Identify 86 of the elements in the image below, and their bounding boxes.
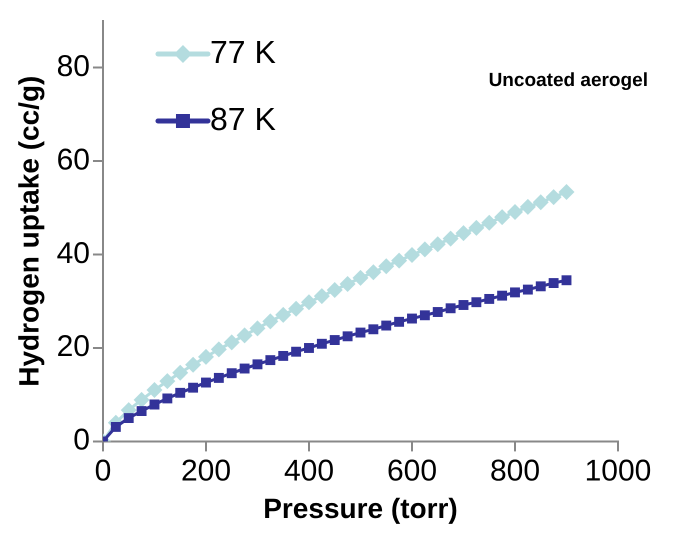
point xyxy=(378,258,394,274)
y-tick-label: 60 xyxy=(56,143,90,176)
y-tick-label: 20 xyxy=(56,330,90,364)
point xyxy=(110,422,121,432)
point xyxy=(407,314,417,324)
point xyxy=(484,294,494,304)
point xyxy=(420,310,430,320)
point xyxy=(224,334,240,350)
point xyxy=(497,290,508,301)
point xyxy=(175,388,186,398)
point xyxy=(494,209,510,226)
point xyxy=(510,287,520,298)
point xyxy=(236,327,253,344)
point xyxy=(368,324,378,334)
x-axis-title: Pressure (torr) xyxy=(263,492,458,524)
point xyxy=(188,382,198,393)
point xyxy=(265,355,276,366)
point xyxy=(522,284,533,295)
point xyxy=(532,194,549,210)
point xyxy=(172,364,188,381)
point xyxy=(430,236,446,252)
y-axis-title: Hydrogen uptake (cc/g) xyxy=(14,76,45,387)
point xyxy=(506,204,523,220)
point xyxy=(150,400,160,410)
point xyxy=(240,364,250,374)
point xyxy=(275,306,292,323)
point xyxy=(342,331,353,342)
legend-label: 87 K xyxy=(210,100,276,137)
x-tick-label: 600 xyxy=(386,454,438,488)
x-tick-label: 0 xyxy=(94,454,112,488)
point xyxy=(252,359,262,370)
point xyxy=(340,276,356,292)
point xyxy=(124,413,134,423)
point xyxy=(146,382,162,398)
point xyxy=(185,356,202,373)
point xyxy=(432,307,443,317)
x-tick-label: 400 xyxy=(284,454,334,488)
point xyxy=(471,297,482,308)
y-tick-label: 40 xyxy=(56,236,90,270)
point xyxy=(159,373,176,390)
point xyxy=(558,184,574,200)
point xyxy=(442,230,459,247)
point xyxy=(262,313,278,330)
point xyxy=(201,378,211,388)
point xyxy=(455,225,472,242)
point xyxy=(226,368,237,378)
point xyxy=(481,214,498,231)
point xyxy=(162,393,172,404)
y-tick-label: 0 xyxy=(73,424,90,457)
point xyxy=(404,247,420,264)
point xyxy=(330,335,340,345)
point xyxy=(458,300,468,310)
point xyxy=(446,303,456,314)
point xyxy=(314,288,330,304)
y-tick-label: 80 xyxy=(56,50,90,83)
point xyxy=(291,346,302,357)
point xyxy=(304,343,314,353)
point xyxy=(520,198,536,215)
point xyxy=(278,350,288,361)
point xyxy=(381,320,392,331)
point xyxy=(394,316,404,327)
point xyxy=(136,406,147,416)
point xyxy=(134,392,150,408)
point xyxy=(214,372,224,383)
point xyxy=(288,300,304,317)
point xyxy=(548,278,559,288)
point xyxy=(300,294,317,310)
legend-label: 77 K xyxy=(210,34,276,70)
annotation: Uncoated aerogel xyxy=(488,70,648,92)
point xyxy=(352,270,368,286)
point xyxy=(546,189,562,206)
point xyxy=(536,281,546,292)
point xyxy=(249,320,266,336)
x-tick-label: 1000 xyxy=(584,454,652,488)
point xyxy=(365,264,382,280)
point xyxy=(356,328,366,338)
point xyxy=(468,220,484,236)
point xyxy=(391,252,408,269)
x-tick-label: 200 xyxy=(180,454,232,488)
point xyxy=(210,341,227,358)
point xyxy=(562,275,572,286)
point xyxy=(326,282,343,298)
x-tick-label: 800 xyxy=(490,454,540,488)
point xyxy=(316,338,327,349)
point xyxy=(416,241,433,258)
point xyxy=(198,348,214,365)
